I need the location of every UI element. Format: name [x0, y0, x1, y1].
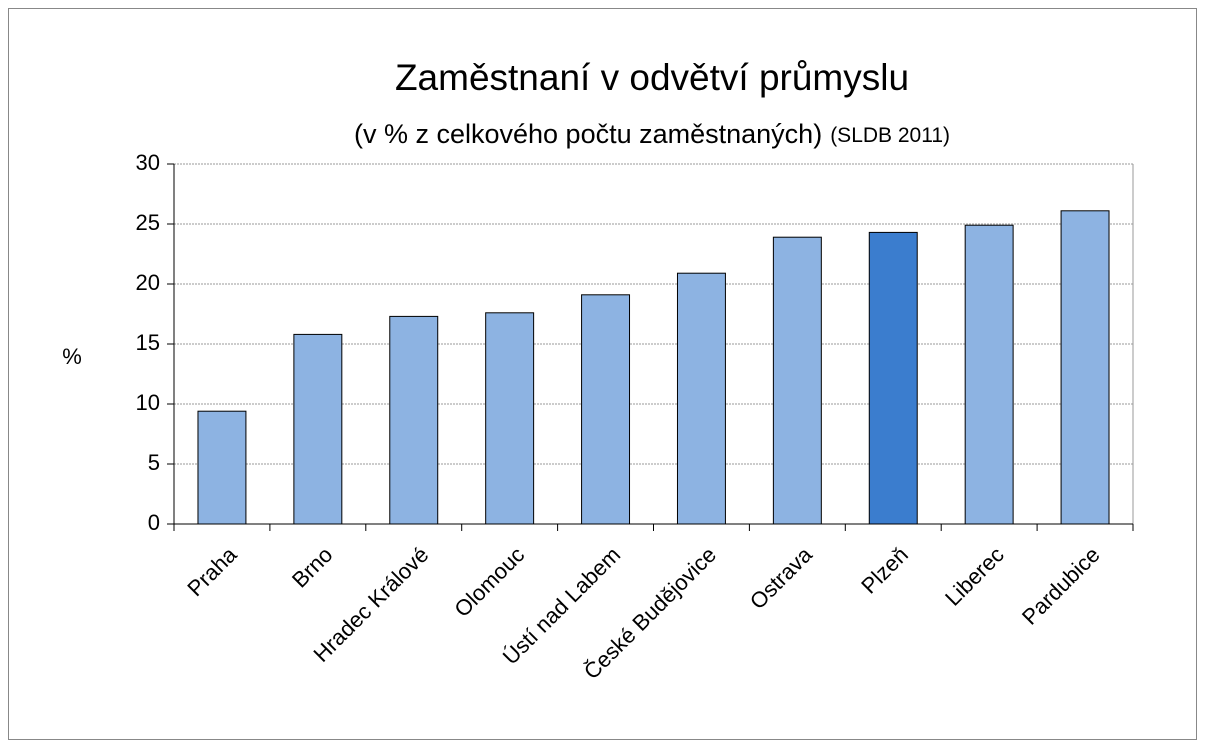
bar	[868, 231, 918, 525]
y-tick-label: 10	[136, 390, 160, 415]
subtitle: (v % z celkového počtu zaměstnaných)	[354, 119, 822, 149]
bar	[964, 224, 1014, 525]
bar	[197, 410, 247, 525]
y-tick-label: 30	[136, 150, 160, 175]
bar	[676, 272, 726, 525]
bar	[389, 315, 439, 525]
y-axis-label: %	[62, 344, 82, 369]
bar	[581, 294, 631, 525]
bar	[293, 333, 343, 525]
chart-subtitle: (v % z celkového počtu zaměstnaných) (SLD…	[354, 119, 950, 149]
y-tick-label: 15	[136, 330, 160, 355]
chart-title: Zaměstnaní v odvětví průmyslu	[395, 57, 909, 98]
bar	[772, 236, 822, 525]
y-tick-label: 20	[136, 270, 160, 295]
subtitle-note: (SLDB 2011)	[830, 124, 950, 147]
bar	[485, 312, 535, 525]
y-tick-label: 0	[148, 510, 160, 535]
y-tick-label: 5	[148, 450, 160, 475]
y-tick-label: 25	[136, 210, 160, 235]
bar	[1060, 210, 1110, 525]
